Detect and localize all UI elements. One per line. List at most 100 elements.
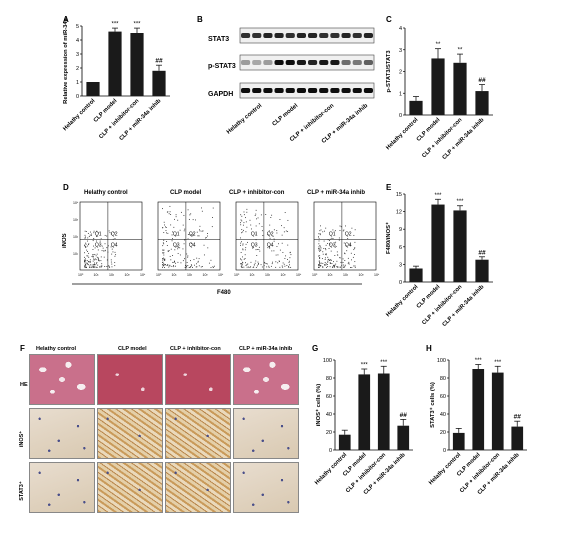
y-axis-label: STAT3⁺ cells (%) — [429, 382, 436, 428]
blot-band — [341, 60, 351, 65]
flow-event-dot — [240, 252, 242, 253]
flow-event-dot — [259, 250, 261, 252]
flow-event-dot — [319, 245, 321, 247]
flow-event-dot — [88, 244, 89, 246]
flow-event-dot — [275, 261, 277, 263]
flow-event-dot — [84, 265, 86, 267]
flow-event-dot — [162, 261, 164, 263]
panel-letter-b: B — [197, 15, 203, 24]
panel-letter-f: F — [20, 344, 25, 353]
flow-event-dot — [182, 260, 184, 262]
flow-event-dot — [329, 266, 331, 268]
y-tick-label: 4 — [76, 38, 79, 44]
flow-event-dot — [326, 264, 328, 265]
flow-event-dot — [183, 214, 185, 216]
flow-event-dot — [195, 219, 196, 221]
flow-plot-frame — [157, 201, 221, 271]
flow-event-dot — [283, 227, 285, 229]
flow-event-dot — [99, 266, 101, 268]
flow-event-dot — [336, 260, 338, 262]
flow-event-dot — [94, 253, 96, 255]
flow-event-dot — [331, 266, 333, 268]
flow-event-dot — [354, 253, 355, 255]
flow-event-dot — [104, 234, 106, 236]
y-tick-label: 2 — [399, 70, 402, 76]
flow-event-dot — [240, 224, 242, 226]
flow-event-dot — [242, 243, 244, 245]
flow-event-dot — [318, 246, 320, 248]
flow-event-dot — [353, 247, 355, 249]
flow-event-dot — [198, 258, 200, 260]
flow-event-dot — [343, 264, 345, 266]
flow-event-dot — [241, 266, 243, 268]
flow-event-dot — [254, 262, 256, 264]
flow-event-dot — [210, 266, 212, 268]
bar — [338, 434, 351, 450]
category-label: CLP + miR-34a inhib — [441, 284, 485, 328]
flow-event-dot — [255, 209, 257, 211]
flow-event-dot — [162, 242, 164, 244]
flow-event-dot — [241, 241, 242, 243]
bar — [475, 259, 489, 282]
panel-letter-e: E — [386, 183, 392, 192]
flow-event-dot — [108, 265, 110, 267]
flow-event-dot — [183, 230, 185, 232]
y-tick-label: 40 — [326, 412, 332, 418]
flow-event-dot — [162, 264, 163, 266]
flow-tick-label: 10⁰ — [156, 273, 162, 277]
flow-event-dot — [199, 225, 201, 227]
flow-event-dot — [104, 249, 106, 251]
flow-event-dot — [184, 228, 186, 230]
flow-event-dot — [92, 254, 94, 256]
significance-label: ** — [458, 48, 463, 54]
flow-event-dot — [96, 236, 98, 238]
flow-event-dot — [114, 251, 116, 253]
flow-event-dot — [352, 256, 354, 258]
flow-event-dot — [344, 260, 346, 261]
flow-event-dot — [286, 265, 288, 266]
flow-event-dot — [289, 257, 291, 259]
panel-letter-g: G — [312, 344, 319, 353]
flow-event-dot — [322, 266, 324, 268]
flow-event-dot — [275, 266, 277, 268]
flow-event-dot — [212, 217, 213, 218]
flow-event-dot — [172, 231, 174, 233]
flow-event-dot — [175, 262, 177, 264]
flow-event-dot — [243, 214, 245, 216]
flow-event-dot — [266, 263, 268, 265]
flow-event-dot — [196, 257, 198, 259]
flow-event-dot — [334, 255, 336, 256]
flow-event-dot — [319, 265, 321, 267]
flow-event-dot — [163, 221, 165, 223]
flow-event-dot — [318, 240, 320, 242]
flow-event-dot — [242, 249, 244, 251]
flow-event-dot — [93, 265, 95, 267]
flow-event-dot — [182, 248, 184, 250]
flow-event-dot — [89, 265, 91, 267]
flow-event-dot — [212, 266, 214, 268]
flow-event-dot — [258, 249, 260, 250]
flow-event-dot — [211, 226, 213, 228]
blot-band — [319, 88, 329, 93]
bar — [409, 268, 423, 282]
flow-event-dot — [212, 207, 214, 209]
bar — [358, 374, 371, 450]
flow-event-dot — [84, 244, 85, 246]
flow-event-dot — [348, 261, 350, 263]
flow-event-dot — [166, 241, 168, 242]
flow-event-dot — [163, 252, 165, 254]
flow-quadrant-label: Q4 — [111, 242, 118, 248]
bar — [152, 70, 166, 96]
band-label-stat3: STAT3 — [208, 36, 229, 43]
flow-event-dot — [198, 229, 200, 231]
significance-label: ## — [155, 58, 163, 65]
flow-event-dot — [200, 266, 202, 268]
blot-band — [274, 88, 284, 93]
flow-event-dot — [177, 247, 179, 249]
flow-event-dot — [96, 253, 98, 255]
y-tick-label: 5 — [76, 24, 79, 30]
flow-event-dot — [84, 245, 86, 247]
flow-event-dot — [281, 234, 283, 236]
flow-event-dot — [240, 214, 242, 216]
flow-event-dot — [165, 226, 166, 228]
